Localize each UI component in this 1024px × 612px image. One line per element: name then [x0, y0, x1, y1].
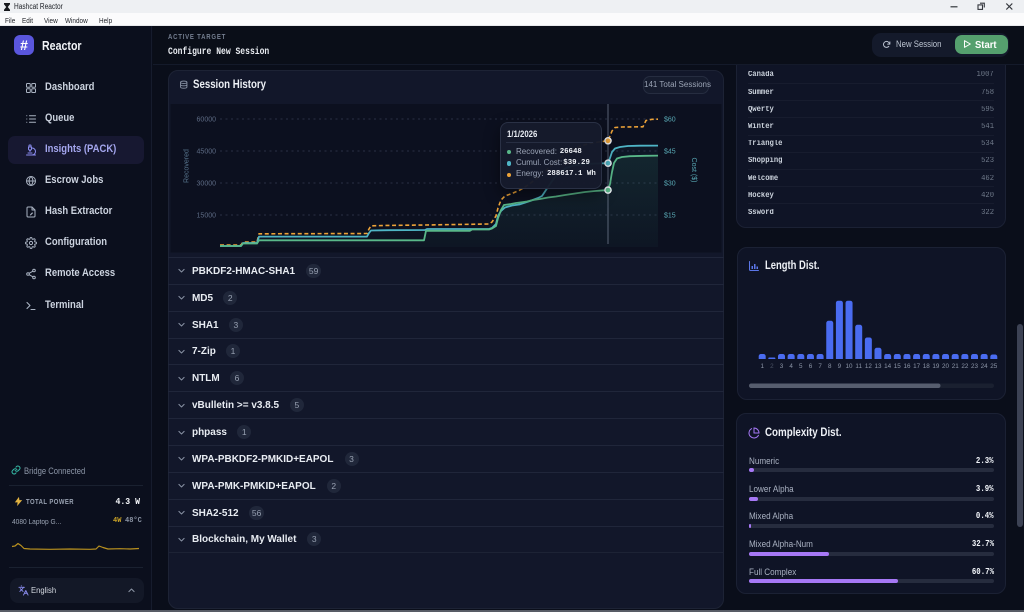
svg-text:9: 9	[838, 363, 842, 370]
svg-text:45000: 45000	[197, 149, 217, 156]
svg-text:60000: 60000	[197, 117, 217, 124]
svg-text:Recovered: Recovered	[184, 149, 191, 183]
svg-text:11: 11	[855, 363, 862, 370]
svg-text:22: 22	[961, 363, 969, 370]
svg-text:13: 13	[874, 363, 882, 370]
svg-text:2: 2	[770, 363, 774, 370]
svg-text:16: 16	[903, 363, 911, 370]
svg-text:5: 5	[799, 363, 803, 370]
svg-text:4: 4	[789, 363, 793, 370]
svg-text:6: 6	[809, 363, 813, 370]
svg-text:20: 20	[942, 363, 950, 370]
svg-text:17: 17	[913, 363, 921, 370]
svg-text:10: 10	[846, 363, 854, 370]
svg-text:15: 15	[894, 363, 902, 370]
svg-text:30000: 30000	[197, 181, 217, 188]
svg-text:$30: $30	[664, 181, 676, 188]
svg-text:12: 12	[865, 363, 873, 370]
svg-text:3: 3	[780, 363, 784, 370]
svg-text:Cost ($): Cost ($)	[690, 158, 697, 183]
svg-text:24: 24	[981, 363, 989, 370]
svg-text:$15: $15	[664, 213, 676, 220]
svg-text:$45: $45	[664, 149, 676, 156]
svg-text:15000: 15000	[197, 213, 217, 220]
svg-text:14: 14	[884, 363, 892, 370]
svg-text:25: 25	[990, 363, 998, 370]
svg-text:23: 23	[971, 363, 979, 370]
svg-text:18: 18	[923, 363, 931, 370]
svg-text:1: 1	[760, 363, 764, 370]
svg-text:19: 19	[932, 363, 940, 370]
svg-text:21: 21	[952, 363, 960, 370]
svg-text:8: 8	[828, 363, 832, 370]
svg-text:7: 7	[818, 363, 822, 370]
svg-text:$60: $60	[664, 117, 676, 124]
